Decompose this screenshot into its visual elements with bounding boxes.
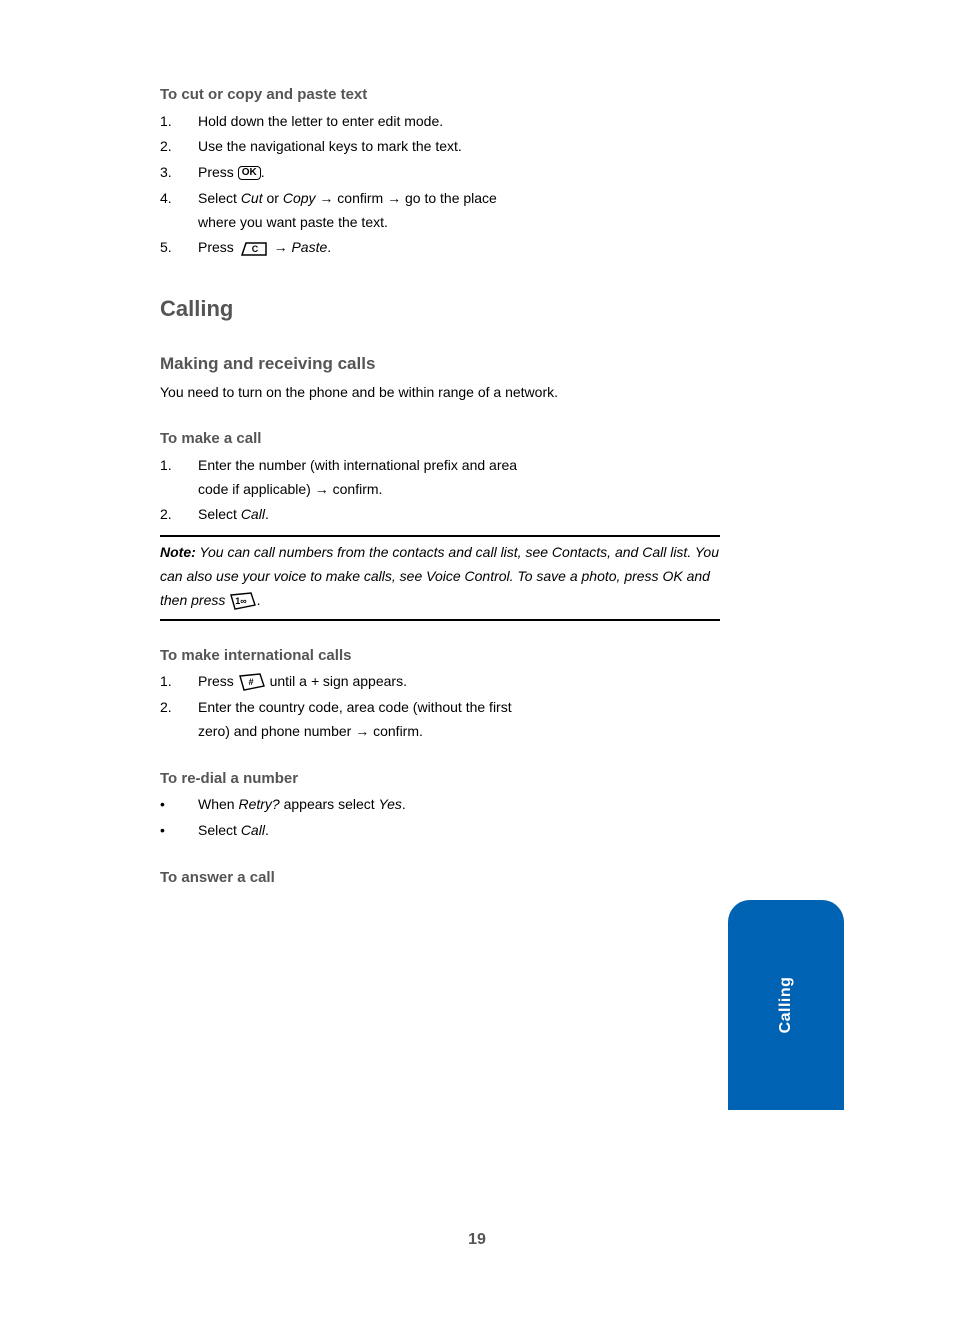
bullet-item: When Retry? appears select Yes.	[160, 793, 720, 817]
svg-text:C: C	[251, 244, 258, 254]
hash-key-icon: #	[238, 672, 266, 692]
menu-option: Paste	[291, 239, 327, 255]
list-item: 5.Press C → Paste.	[160, 236, 720, 260]
list-index: 1.	[160, 670, 198, 694]
menu-option: Retry?	[238, 796, 279, 812]
list-item: 4.Select Cut or Copy → confirm → go to t…	[160, 187, 720, 235]
list-index: 5.	[160, 236, 198, 260]
topic-answer-call: To answer a call	[160, 865, 720, 891]
section-tab-label: Calling	[777, 977, 795, 1034]
list-text-pre: Select	[198, 506, 241, 522]
list-index: 2.	[160, 503, 198, 527]
list-item: 3.Press OK.	[160, 161, 720, 185]
document-body: To cut or copy and paste text 1.Hold dow…	[160, 60, 720, 892]
ordered-list: 1.Hold down the letter to enter edit mod…	[160, 110, 720, 261]
list-index: 2.	[160, 696, 198, 720]
list-text-post: .	[265, 506, 269, 522]
list-text-pre: Press	[198, 239, 238, 255]
subheading-making-receiving: Making and receiving calls	[160, 350, 720, 379]
note-label: Note:	[160, 544, 196, 560]
list-text-post2: sign appears.	[319, 673, 407, 689]
list-text-post: .	[327, 239, 331, 255]
list-index: 3.	[160, 161, 198, 185]
bullet-pre: Select	[198, 822, 241, 838]
topic-cut-copy-paste: To cut or copy and paste text	[160, 82, 720, 108]
list-index: 1.	[160, 110, 198, 134]
ordered-list: 1.Enter the number (with international p…	[160, 454, 720, 527]
list-index: 2.	[160, 135, 198, 159]
page: To cut or copy and paste text 1.Hold dow…	[0, 0, 954, 1319]
list-item: 2.Select Call.	[160, 503, 720, 527]
intro-text: You need to turn on the phone and be wit…	[160, 381, 720, 405]
page-number: 19	[0, 1231, 954, 1249]
bullet-post: .	[402, 796, 406, 812]
list-text: Use the navigational keys to mark the te…	[198, 138, 462, 154]
menu-option: Yes	[379, 796, 402, 812]
topic-make-call: To make a call	[160, 426, 720, 452]
note-text-post: .	[257, 592, 261, 608]
list-text-post1: until a	[266, 673, 311, 689]
list-text-pre: Press	[198, 164, 238, 180]
list-index: 1.	[160, 454, 198, 478]
ordered-list: 1.Press # until a + sign appears. 2.Ente…	[160, 670, 720, 743]
bullet-pre: When	[198, 796, 238, 812]
list-index: 4.	[160, 187, 198, 211]
bullet-mid: appears select	[280, 796, 379, 812]
list-item: 1.Hold down the letter to enter edit mod…	[160, 110, 720, 134]
plus-sign: +	[311, 673, 319, 689]
note-box: Note: You can call numbers from the cont…	[160, 535, 720, 620]
list-text: Enter the country code, area code (witho…	[160, 699, 512, 739]
list-item: 1.Enter the number (with international p…	[160, 454, 720, 502]
svg-text:1∞: 1∞	[236, 596, 248, 606]
list-text: Enter the number (with international pre…	[160, 457, 517, 497]
menu-option: Cut	[241, 190, 263, 206]
list-text-or: or	[263, 190, 283, 206]
bullet-item: Select Call.	[160, 819, 720, 843]
c-key-icon: C	[238, 241, 270, 257]
topic-redial: To re-dial a number	[160, 766, 720, 792]
list-item: 2.Enter the country code, area code (wit…	[160, 696, 720, 744]
list-text: Hold down the letter to enter edit mode.	[198, 113, 443, 129]
section-tab: Calling	[728, 900, 844, 1110]
topic-intl-calls: To make international calls	[160, 643, 720, 669]
menu-option: Call	[241, 822, 265, 838]
list-text-post: .	[261, 164, 265, 180]
menu-option: Call	[241, 506, 265, 522]
list-text-arrow: →	[270, 239, 292, 255]
menu-option: Copy	[283, 190, 316, 206]
svg-text:#: #	[248, 677, 253, 687]
one-key-icon: 1∞	[229, 591, 257, 611]
ok-key-icon: OK	[238, 166, 261, 180]
section-heading-calling: Calling	[160, 290, 720, 327]
list-item: 2.Use the navigational keys to mark the …	[160, 135, 720, 159]
list-text-pre: Press	[198, 673, 238, 689]
list-text-pre: Select	[198, 190, 241, 206]
bullet-post: .	[265, 822, 269, 838]
list-item: 1.Press # until a + sign appears.	[160, 670, 720, 694]
